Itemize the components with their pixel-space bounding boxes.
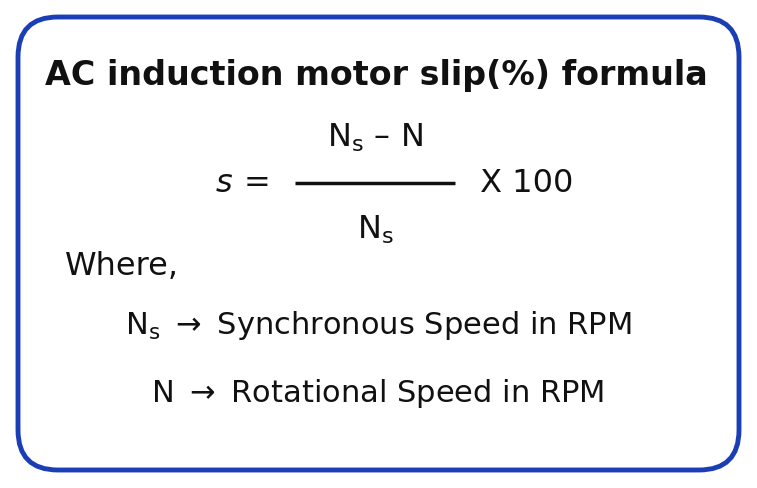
Text: Where,: Where, [65,251,179,282]
Text: X 100: X 100 [470,168,573,199]
FancyBboxPatch shape [18,18,739,470]
Text: N $\rightarrow$ Rotational Speed in RPM: N $\rightarrow$ Rotational Speed in RPM [151,377,605,409]
Text: $\mathregular{N_s}$ – N: $\mathregular{N_s}$ – N [327,122,423,154]
Text: $\mathregular{N_s}$ $\rightarrow$ Synchronous Speed in RPM: $\mathregular{N_s}$ $\rightarrow$ Synchr… [125,309,631,342]
Text: $s\,=$: $s\,=$ [215,168,269,199]
Text: AC induction motor slip(%) formula: AC induction motor slip(%) formula [45,59,708,92]
Text: $\mathregular{N_s}$: $\mathregular{N_s}$ [357,214,394,246]
